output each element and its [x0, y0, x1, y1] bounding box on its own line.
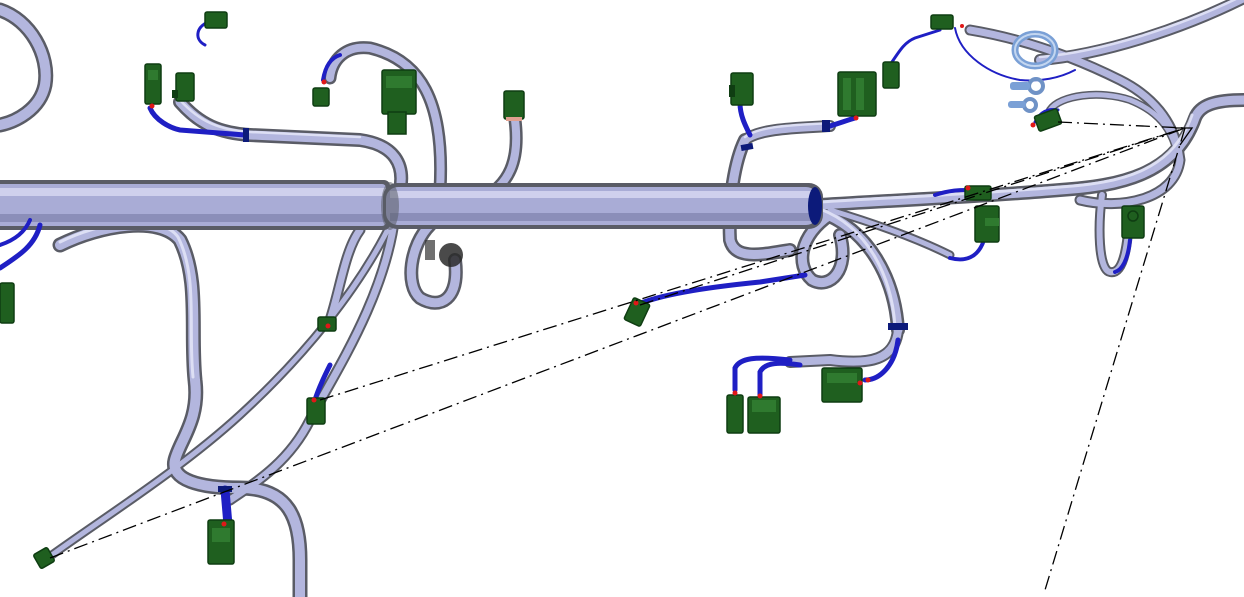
dimension-apex [1175, 127, 1194, 146]
wires [0, 20, 1132, 530]
connector-left-b[interactable] [306, 316, 337, 425]
wire-top-left-c [321, 53, 342, 82]
wire-top-right-b [954, 27, 1076, 82]
connector-right-a[interactable] [930, 14, 964, 30]
wire-left-edge-b [0, 218, 32, 247]
wire-mid-right-b [948, 238, 986, 262]
wire-right-u [1113, 238, 1132, 274]
wire-mid-left [633, 272, 808, 308]
connector-top-mid-b[interactable] [381, 69, 417, 135]
ring-terminal-a [1011, 30, 1059, 70]
branch-top-arch [323, 41, 448, 197]
connector-top-left-a[interactable] [144, 63, 162, 109]
connector-top-right-a[interactable] [729, 72, 754, 106]
connector-top-left-c[interactable] [204, 11, 228, 29]
wire-bottom-cluster-b [757, 360, 803, 398]
dimension-lines [49, 121, 1186, 591]
connector-top-right-c[interactable] [882, 61, 900, 89]
connector-top-mid-a[interactable] [312, 79, 330, 107]
ring-terminal-c [1008, 97, 1038, 113]
connector-mid-b[interactable] [974, 205, 1000, 243]
wire-left-edge [0, 222, 43, 271]
connector-left-a[interactable] [623, 297, 651, 327]
branch-left-bottom-loop [52, 217, 308, 597]
dimension-line-bottom-left [49, 127, 1186, 559]
wire-bottom-cluster-a [732, 355, 793, 393]
ring-terminal-b [1010, 77, 1045, 95]
dimension-line-top [1057, 121, 1186, 129]
connector-right-b[interactable] [1030, 108, 1063, 132]
connector-bottom-cluster[interactable] [726, 367, 871, 434]
wire-top-mid-a [737, 100, 753, 138]
connector-right-c[interactable] [1121, 205, 1145, 239]
dimension-line-vertical [1044, 127, 1186, 591]
connector-top-left-b[interactable] [172, 72, 195, 102]
wire-top-right-a [890, 28, 942, 64]
wire-top-mid-b [827, 115, 858, 129]
connector-bottom-left[interactable] [0, 282, 235, 569]
wire-bottom-center [220, 485, 233, 530]
dimension-line-center [319, 127, 1186, 401]
main-trunk [0, 180, 823, 267]
sleeve-bands [218, 120, 908, 492]
connectors[interactable] [0, 11, 1145, 569]
connector-top-mid-c[interactable] [503, 90, 525, 121]
dimension-line-upper [639, 127, 1186, 306]
ring-terminals [1008, 30, 1059, 113]
wire-top-left-a [147, 105, 248, 138]
connector-top-right-b[interactable] [837, 71, 877, 121]
